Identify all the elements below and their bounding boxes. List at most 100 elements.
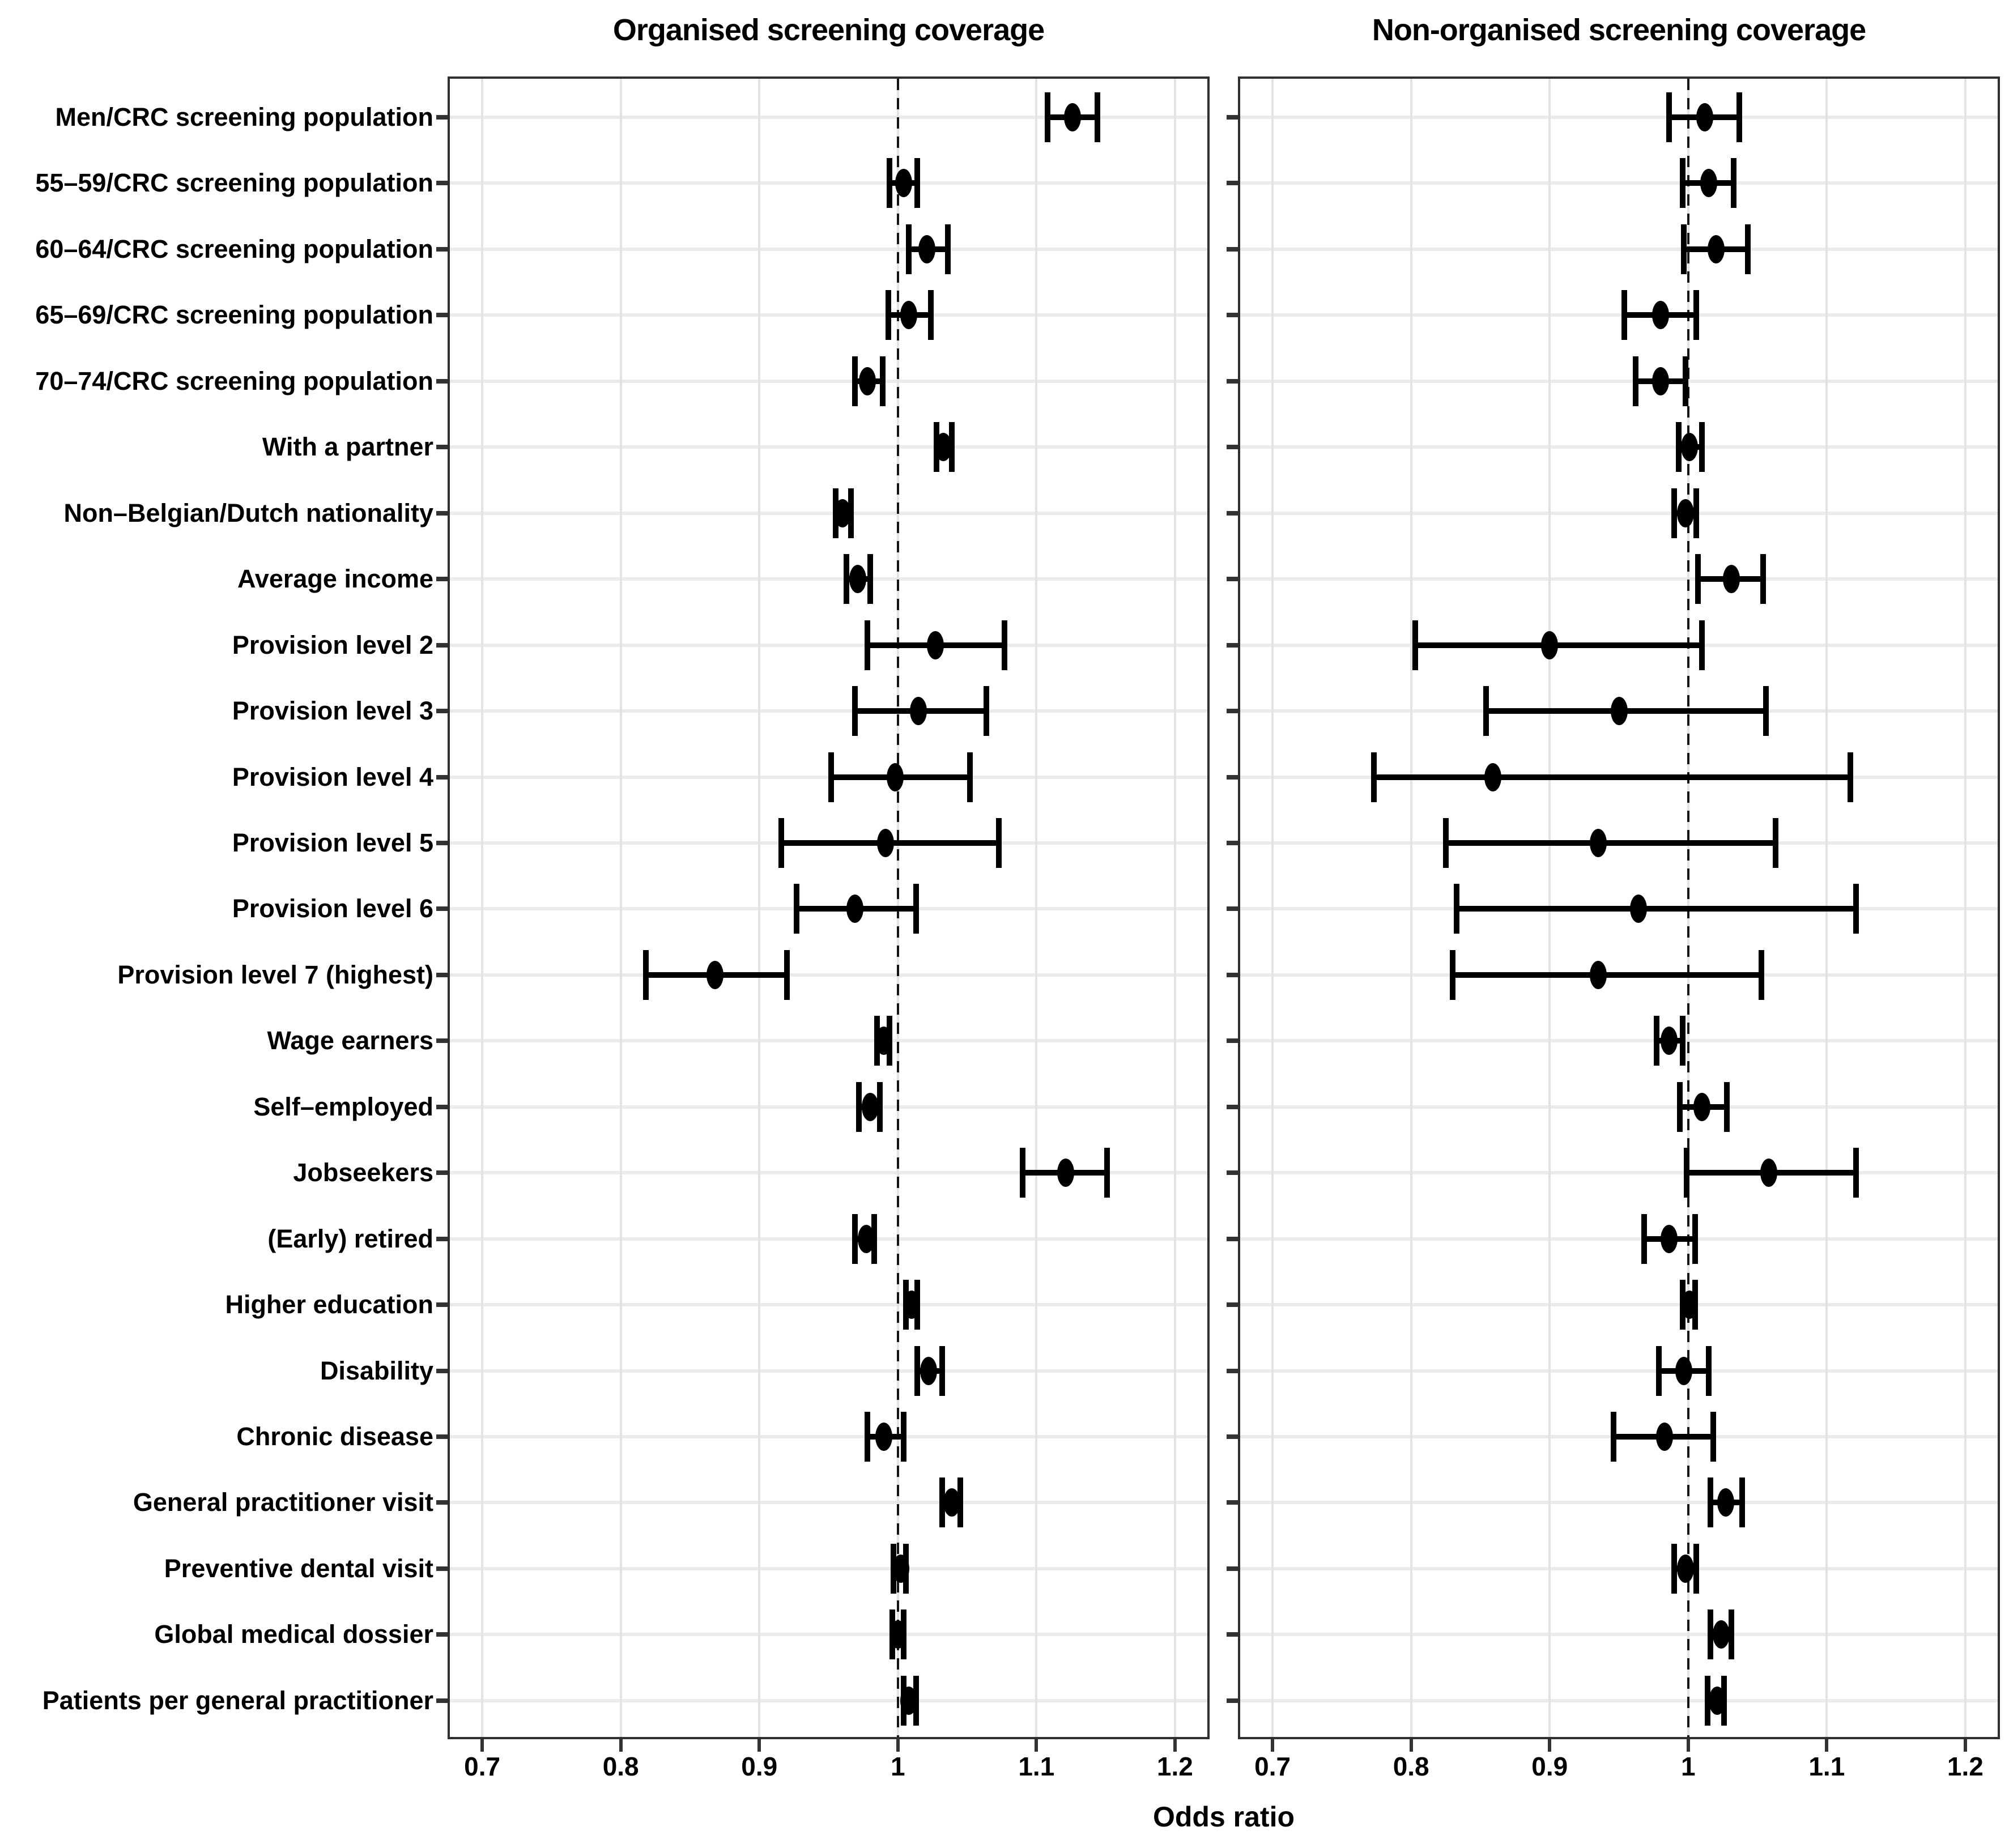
point-estimate [1652,301,1669,330]
error-bar-cap-right [928,290,934,340]
error-bar-cap-left [1666,92,1672,142]
point-estimate [861,1092,879,1121]
y-axis-tick [436,1632,448,1637]
point-estimate [1589,960,1607,989]
x-tick-label: 1.1 [1808,1752,1845,1781]
x-tick-label: 0.8 [1393,1752,1429,1781]
y-axis-tick [436,378,448,384]
error-bar-cap-left [856,1081,862,1132]
error-bar-cap-left [1044,92,1050,142]
y-axis-tick [436,181,448,186]
x-axis-title: Odds ratio [1152,1801,1295,1833]
error-bar-cap-right [1759,949,1765,1000]
point-estimate [1484,763,1501,791]
error-bar-cap-right [879,356,886,406]
point-estimate [1760,1159,1777,1187]
point-estimate [889,1620,906,1649]
y-axis-tick [1227,510,1238,516]
h-gridline [450,1237,1207,1241]
h-gridline [450,445,1207,449]
h-gridline [450,1369,1207,1373]
error-bar-cap-left [1707,1477,1713,1528]
h-gridline [1240,116,1998,119]
error-bar-cap-left [1454,884,1460,934]
v-gridline [758,79,761,1737]
y-axis-tick [1227,1302,1238,1308]
error-bar-cap-left [1684,1148,1690,1198]
point-estimate [1589,828,1607,857]
x-tick-label: 0.7 [464,1752,501,1781]
point-estimate [858,367,876,395]
y-axis-tick [436,709,448,714]
category-label: 60–64/CRC screening population [35,234,433,263]
point-estimate [1709,1686,1726,1715]
y-axis-tick [1227,1434,1238,1439]
category-label: Jobseekers [293,1158,433,1187]
point-estimate [920,1356,937,1385]
category-label: With a partner [262,432,433,462]
point-estimate [903,1291,921,1319]
point-estimate [846,895,863,923]
error-bar-cap-right [1736,92,1743,142]
x-axis-tick [480,1739,484,1752]
error-bar-cap-right [1744,224,1751,274]
y-axis-tick [1227,1104,1238,1109]
error-bar-cap-right [1699,422,1705,472]
y-axis-tick [436,577,448,582]
point-estimate [1676,1554,1694,1583]
error-bar-cap-right [1724,1081,1730,1132]
error-bar-cap-left [1483,686,1489,736]
error-bar-cap-left [864,1412,870,1462]
y-axis-tick [436,1038,448,1044]
category-label: Men/CRC screening population [55,103,433,131]
point-estimate [1063,103,1081,131]
error-bar-cap-right [784,949,790,1000]
x-axis-tick [1686,1739,1690,1752]
category-label: 70–74/CRC screening population [35,366,433,395]
h-gridline [1240,1633,1998,1637]
h-gridline [450,116,1207,119]
category-label: 55–59/CRC screening population [35,168,433,198]
point-estimate [1707,235,1725,263]
x-tick-label: 1 [1680,1752,1696,1781]
h-gridline [1240,1105,1998,1109]
h-gridline [1240,1698,1998,1702]
point-estimate [1057,1159,1074,1187]
error-bar-cap-left [1677,1081,1683,1132]
h-gridline [1240,1501,1998,1505]
point-estimate [1696,103,1714,131]
x-axis-tick [1035,1739,1038,1752]
y-axis-tick [1227,1698,1238,1703]
point-estimate [895,169,912,198]
x-tick-label: 0.9 [741,1752,778,1781]
error-bar-cap-right [1847,752,1853,802]
y-axis-tick [436,1236,448,1241]
plot-panel-organised [448,76,1210,1739]
category-label: Non–Belgian/Dutch nationality [63,498,433,527]
error-bar-cap-left [1707,1609,1713,1660]
error-bar-cap-left [852,686,858,736]
error-bar-cap-right [949,422,955,472]
h-gridline [450,1303,1207,1307]
h-gridline [450,643,1207,647]
error-bar-cap-right [1002,620,1008,670]
error-bar-cap-left [1442,817,1449,868]
v-gridline [1410,79,1412,1737]
category-label: Preventive dental visit [164,1553,433,1583]
v-gridline [1035,79,1038,1737]
error-bar-cap-right [867,554,873,604]
category-label: Average income [237,564,433,594]
error-bar-cap-left [1019,1148,1025,1198]
h-gridline [450,1105,1207,1109]
error-bar-cap-left [1675,422,1682,472]
error-bar-cap-left [1641,1213,1647,1264]
error-bar-cap-left [885,290,891,340]
error-bar-cap-left [852,1213,858,1264]
point-estimate [1681,1291,1699,1319]
error-bar-cap-left [642,949,649,1000]
point-estimate [706,960,723,989]
h-gridline [1240,511,1998,515]
y-axis-tick [1227,246,1238,252]
point-estimate [910,697,927,726]
